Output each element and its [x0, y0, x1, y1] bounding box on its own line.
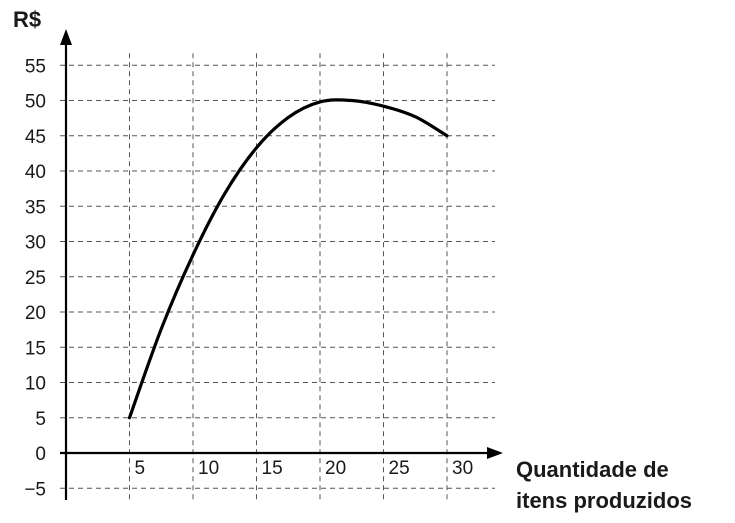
y-tick-label: 10	[25, 374, 46, 395]
x-axis-title-line-2: itens produzidos	[516, 488, 692, 513]
x-tick-labels: 5 10 15 20 25 30	[135, 458, 474, 479]
y-tick-label: 40	[25, 162, 46, 183]
y-tick-label: 25	[25, 268, 46, 289]
series-line	[127, 98, 449, 420]
y-tick-label: 5	[35, 409, 46, 430]
y-tick-label: 30	[25, 233, 46, 254]
y-tick-label: 0	[35, 444, 46, 465]
y-tick-label: 20	[25, 303, 46, 324]
y-tick-label: 15	[25, 338, 46, 359]
y-tick-label: 35	[25, 197, 46, 218]
grid-lines	[60, 53, 495, 503]
axes	[60, 29, 503, 500]
y-tick-label: −5	[24, 479, 46, 500]
x-tick-label: 25	[389, 458, 410, 479]
x-tick-label: 30	[452, 458, 473, 479]
x-tick-label: 15	[262, 458, 283, 479]
y-tick-label: 55	[25, 56, 46, 77]
y-axis-arrow-icon	[60, 29, 72, 45]
x-tick-label: 20	[325, 458, 346, 479]
x-tick-label: 5	[135, 458, 146, 479]
x-axis-arrow-icon	[487, 447, 503, 459]
y-tick-label: 45	[25, 127, 46, 148]
y-tick-labels: −5 0 5 10 15 20 25 30 35 40 45 50 55	[24, 56, 46, 500]
x-tick-label: 10	[198, 458, 219, 479]
y-tick-label: 50	[25, 92, 46, 113]
y-axis-title: R$	[13, 7, 41, 32]
x-axis-title-line-1: Quantidade de	[516, 457, 669, 482]
